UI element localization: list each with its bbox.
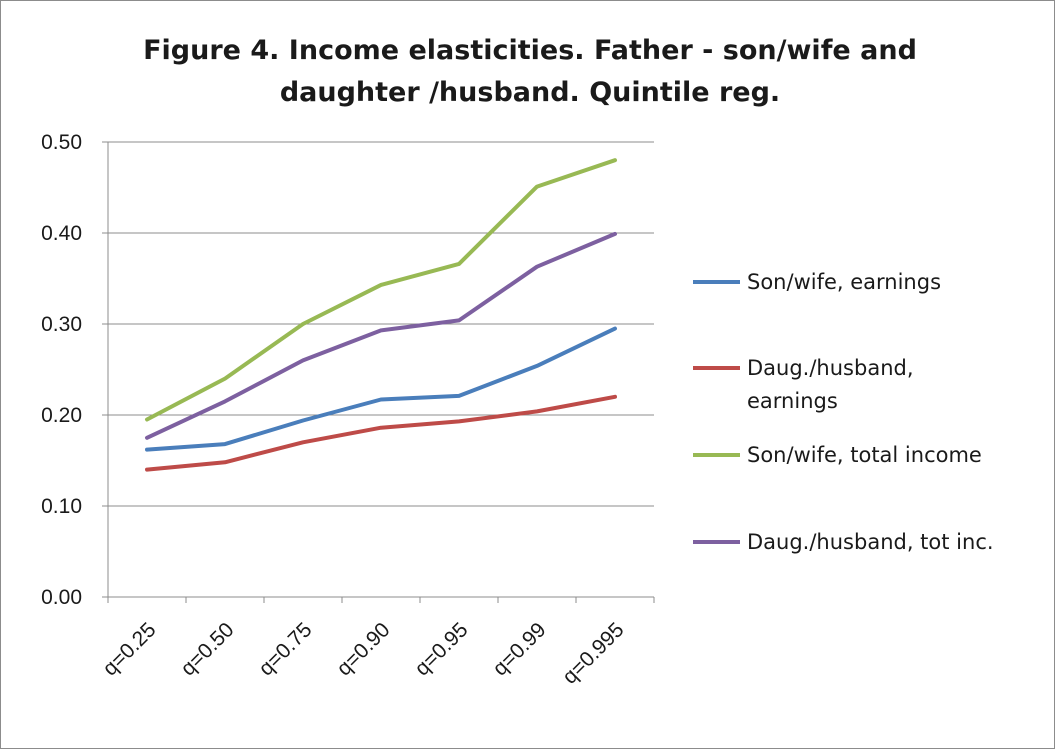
- legend-label: Son/wife, total income: [747, 443, 982, 467]
- y-tick-label: 0.50: [41, 131, 82, 154]
- series-lines: [145, 158, 617, 472]
- x-tick-label: q=0.50: [176, 618, 238, 680]
- x-tick-label: q=0.75: [254, 618, 316, 680]
- x-tick-label: q=0.995: [558, 618, 628, 688]
- series-line: [145, 231, 617, 440]
- y-tick-label: 0.40: [41, 222, 82, 245]
- y-tick-label: 0.30: [41, 313, 82, 336]
- y-tick-label: 0.10: [41, 495, 82, 518]
- gridlines: [108, 141, 654, 507]
- chart-title: Figure 4. Income elasticities. Father - …: [143, 35, 917, 108]
- x-tick-label: q=0.95: [410, 618, 472, 680]
- series-line: [145, 394, 617, 472]
- x-axis: q=0.25 q=0.50 q=0.75 q=0.90 q=0.95 q=0.99 q=0.…: [98, 596, 655, 689]
- series-line: [145, 326, 617, 452]
- legend-label: earnings: [747, 389, 838, 413]
- y-axis: 0.00 0.10 0.20 0.30 0.40 0.50: [41, 131, 109, 609]
- legend-label: Daug./husband, tot inc.: [747, 530, 994, 554]
- y-tick-label: 0.00: [41, 586, 82, 609]
- x-tick-label: q=0.90: [332, 618, 394, 680]
- x-tick-label: q=0.25: [98, 618, 160, 680]
- y-tick-label: 0.20: [41, 404, 82, 427]
- legend: Son/wife, earnings Daug./husband, earnings…: [693, 270, 994, 554]
- legend-label: Son/wife, earnings: [747, 270, 941, 294]
- legend-label: Daug./husband,: [747, 356, 914, 380]
- x-tick-label: q=0.99: [488, 618, 550, 680]
- series-line: [145, 158, 617, 422]
